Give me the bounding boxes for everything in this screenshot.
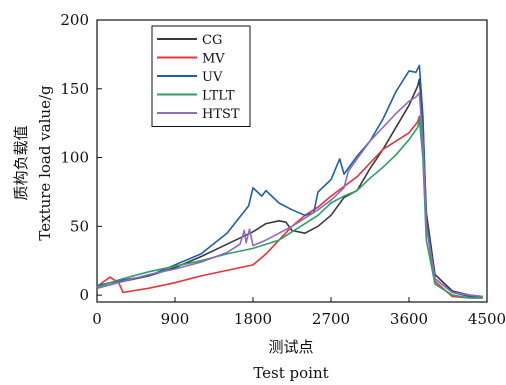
legend-label-htst: HTST <box>202 107 240 122</box>
series-line-htst <box>96 92 483 298</box>
x-tick-label: 4500 <box>468 310 506 328</box>
legend-label-ltlt: LTLT <box>202 89 235 104</box>
plot-border <box>96 19 488 303</box>
x-tick-label: 900 <box>161 310 190 328</box>
x-tick-label: 2700 <box>312 310 350 328</box>
x-tick-label: 0 <box>92 310 102 328</box>
x-axis-ticks: 0 900 1800 2700 3600 4500 <box>92 297 506 328</box>
legend-label-uv: UV <box>202 70 223 85</box>
x-tick-label: 3600 <box>390 310 428 328</box>
y-tick-label: 100 <box>60 149 89 167</box>
x-axis-title-cn: 测试点 <box>268 338 313 356</box>
y-axis-ticks: 0 50 100 150 200 <box>60 11 102 304</box>
legend: CG MV UV LTLT HTST <box>151 25 251 127</box>
y-tick-label: 0 <box>79 286 89 304</box>
plot-frame <box>96 19 488 303</box>
y-axis-title: Texture load value/g <box>36 85 54 241</box>
y-tick-label: 150 <box>60 80 89 98</box>
y-axis-title-cn: 质构负载值 <box>12 125 30 200</box>
x-axis-title: Test point <box>253 364 328 382</box>
legend-label-cg: CG <box>202 33 222 48</box>
series-layer <box>96 64 483 299</box>
y-tick-label: 200 <box>60 11 89 29</box>
series-line-uv <box>96 64 483 298</box>
y-tick-label: 50 <box>70 217 89 235</box>
series-line-ltlt <box>96 118 483 299</box>
legend-label-mv: MV <box>202 52 225 67</box>
x-tick-label: 1800 <box>234 310 272 328</box>
